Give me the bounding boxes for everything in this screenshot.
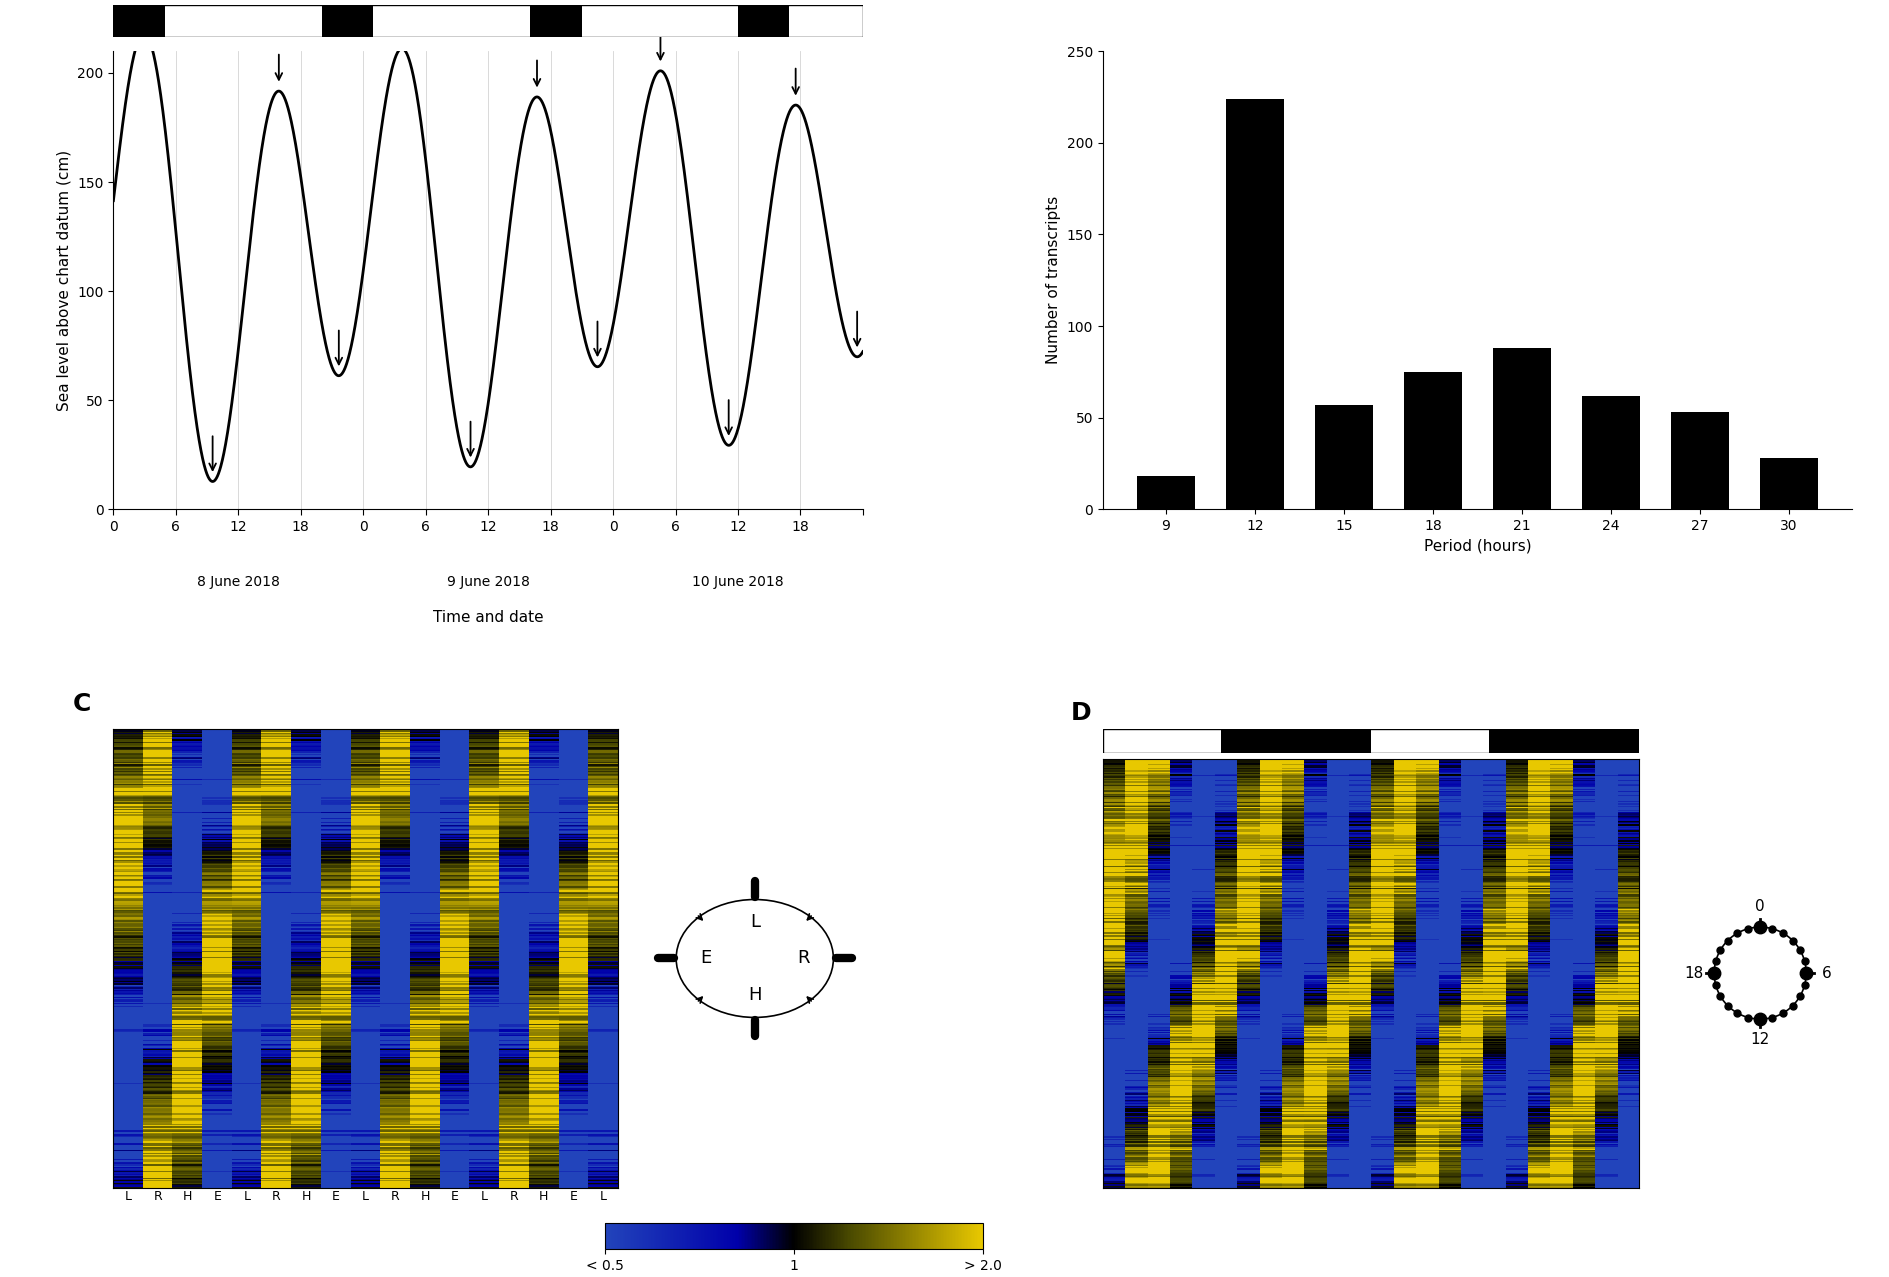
Bar <box>1489 729 1638 753</box>
Y-axis label: Number of transcripts: Number of transcripts <box>1045 197 1060 364</box>
Text: C: C <box>74 692 91 716</box>
Text: Time and date: Time and date <box>433 610 544 626</box>
Bar <box>1135 476 1194 510</box>
Y-axis label: Sea level above chart datum (cm): Sea level above chart datum (cm) <box>57 149 72 411</box>
Bar <box>1220 729 1370 753</box>
Bar <box>1101 729 1220 753</box>
Bar <box>1670 412 1728 510</box>
Text: R: R <box>797 950 808 968</box>
Bar <box>1226 98 1283 510</box>
Text: E: E <box>701 950 712 968</box>
Text: D: D <box>1069 701 1090 725</box>
Text: 10 June 2018: 10 June 2018 <box>691 575 784 589</box>
Bar <box>1315 405 1371 510</box>
Text: 12: 12 <box>1749 1032 1768 1047</box>
X-axis label: Period (hours): Period (hours) <box>1422 539 1530 554</box>
Bar <box>1759 458 1817 510</box>
Bar <box>1370 729 1489 753</box>
Text: 8 June 2018: 8 June 2018 <box>196 575 280 589</box>
Text: H: H <box>748 986 761 1004</box>
Text: 0: 0 <box>1755 899 1764 914</box>
Bar <box>1492 349 1551 510</box>
Bar <box>1581 396 1640 510</box>
Bar <box>1404 372 1460 510</box>
Text: L: L <box>750 913 759 931</box>
Text: 18: 18 <box>1683 965 1702 981</box>
Text: 9 June 2018: 9 June 2018 <box>446 575 529 589</box>
Text: 6: 6 <box>1821 965 1830 981</box>
